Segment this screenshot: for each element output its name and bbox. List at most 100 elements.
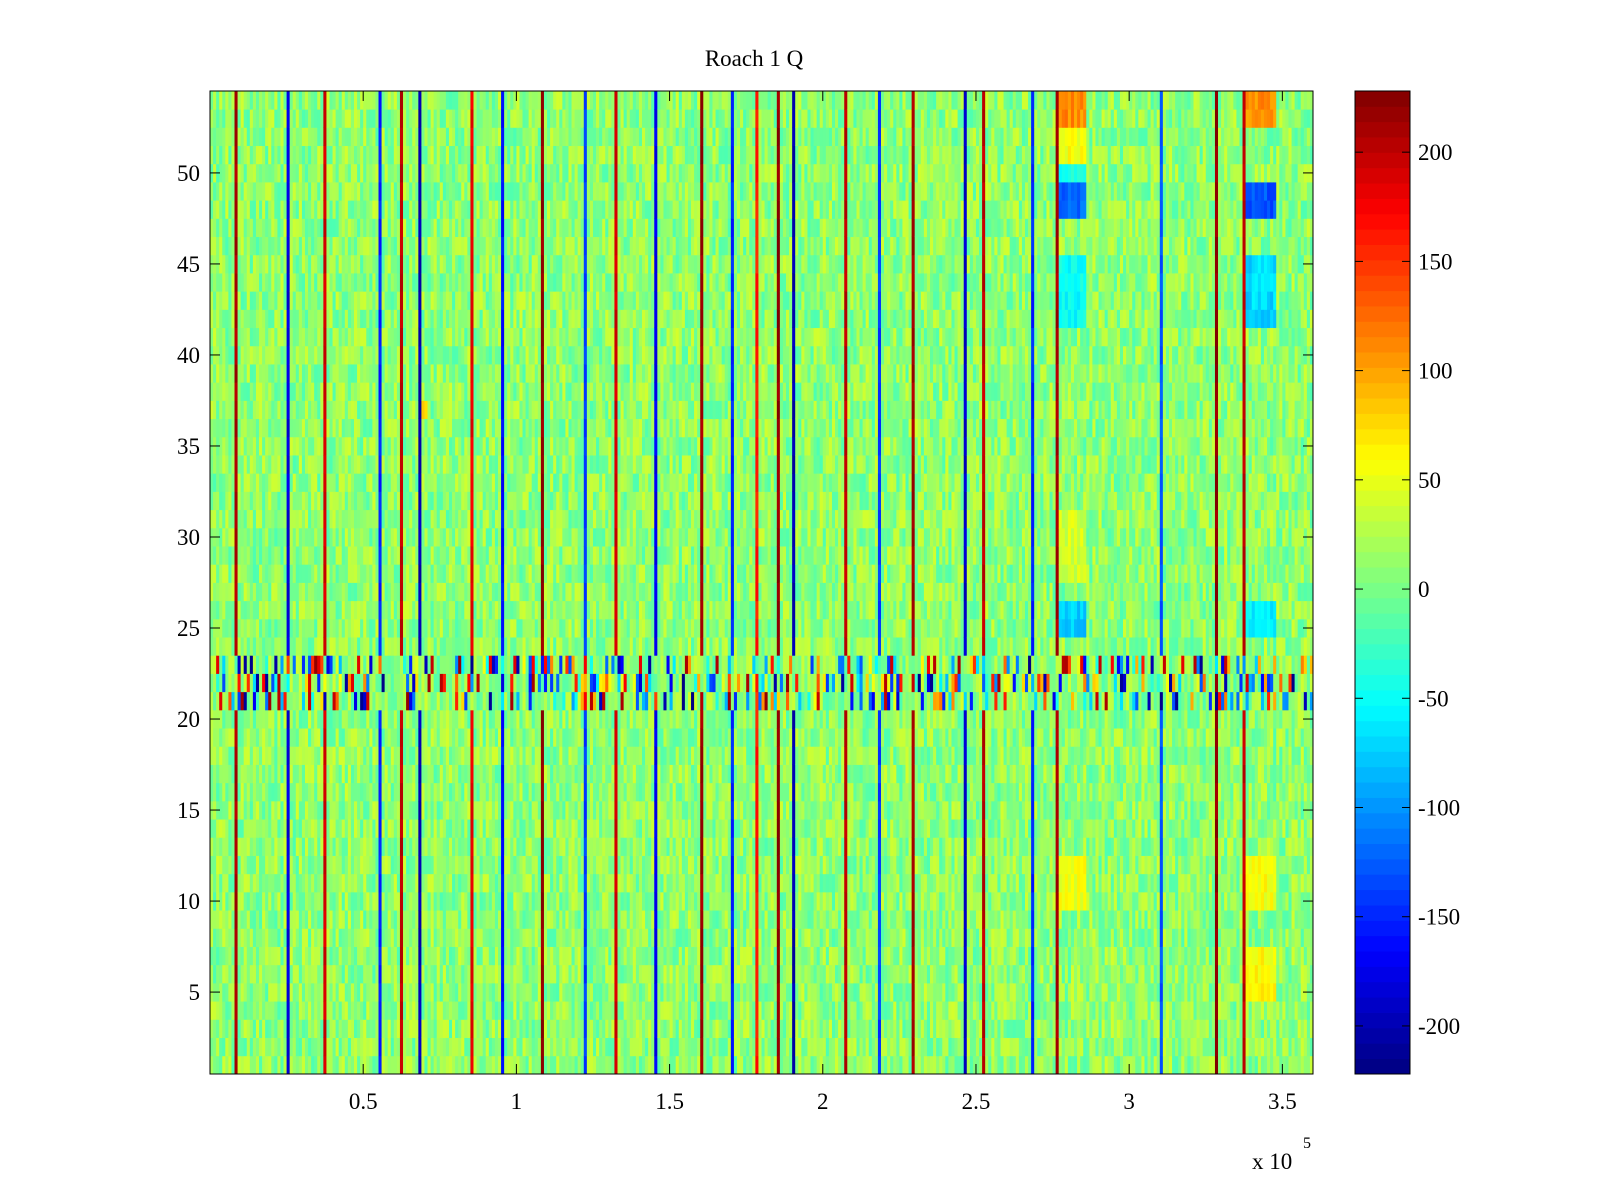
heatmap-cell — [292, 455, 297, 474]
heatmap-cell — [464, 946, 468, 966]
heatmap-cell — [366, 764, 370, 784]
heatmap-cell — [415, 163, 419, 183]
heatmap-cell — [433, 473, 438, 492]
heatmap-cell — [292, 182, 297, 201]
heatmap-cell — [240, 382, 245, 401]
heatmap-cell — [326, 691, 330, 711]
heatmap-cell — [369, 637, 373, 656]
heatmap-cell — [375, 782, 379, 802]
heatmap-cell — [467, 837, 471, 856]
heatmap-cell — [393, 1055, 398, 1075]
heatmap-cell — [326, 91, 330, 110]
heatmap-cell — [464, 382, 468, 401]
heatmap-cell — [274, 1019, 278, 1038]
heatmap-cell — [234, 527, 238, 547]
heatmap-cell — [249, 455, 254, 474]
heatmap-cell — [464, 837, 468, 856]
heatmap-cell — [381, 891, 386, 911]
heatmap-cell — [292, 837, 297, 856]
heatmap-cell — [390, 910, 395, 929]
heatmap-cell — [387, 582, 392, 602]
heatmap-cell — [384, 1037, 389, 1057]
heatmap-cell — [329, 364, 333, 383]
heatmap-cell — [366, 891, 370, 911]
heatmap-cell — [436, 109, 441, 128]
heatmap-cell — [445, 746, 450, 765]
heatmap-cell — [387, 291, 392, 310]
heatmap-cell — [369, 436, 373, 456]
heatmap-cell — [384, 873, 389, 893]
heatmap-cell — [458, 182, 462, 201]
heatmap-cell — [286, 964, 291, 984]
heatmap-cell — [222, 673, 226, 693]
heatmap-cell — [237, 637, 242, 656]
heatmap-cell — [461, 1001, 465, 1020]
heatmap-cell — [470, 891, 474, 911]
heatmap-cell — [445, 491, 450, 511]
heatmap-cell — [412, 873, 416, 893]
heatmap-cell — [464, 400, 468, 420]
heatmap-cell — [271, 855, 275, 875]
heatmap-cell — [271, 491, 275, 511]
heatmap-cell — [268, 618, 272, 638]
heatmap-cell — [452, 582, 456, 602]
heatmap-cell — [363, 418, 367, 438]
heatmap-cell — [332, 891, 337, 911]
heatmap-cell — [301, 982, 306, 1002]
heatmap-cell — [283, 564, 287, 583]
heatmap-cell — [461, 218, 465, 238]
heatmap-cell — [326, 982, 330, 1002]
heatmap-cell — [314, 1019, 318, 1038]
heatmap-cell — [403, 527, 407, 547]
heatmap-cell — [433, 91, 438, 110]
heatmap-cell — [216, 473, 220, 492]
heatmap-cell — [390, 236, 395, 256]
heatmap-cell — [219, 163, 223, 183]
heatmap-cell — [332, 473, 337, 492]
heatmap-cell — [473, 600, 477, 620]
heatmap-cell — [409, 910, 413, 929]
heatmap-cell — [461, 782, 465, 802]
heatmap-cell — [225, 873, 229, 893]
heatmap-cell — [461, 709, 465, 729]
heatmap-cell — [485, 782, 490, 802]
heatmap-cell — [384, 182, 389, 201]
heatmap-cell — [403, 946, 407, 966]
heatmap-cell — [427, 418, 431, 438]
heatmap-cell — [390, 1001, 395, 1020]
heatmap-cell — [491, 891, 496, 911]
heatmap-cell — [448, 218, 453, 238]
heatmap-cell — [286, 837, 291, 856]
heatmap-cell — [249, 109, 254, 128]
heatmap-cell — [470, 127, 474, 147]
heatmap-cell — [314, 582, 318, 602]
heatmap-cell — [488, 891, 493, 911]
heatmap-cell — [222, 946, 226, 966]
heatmap-cell — [406, 873, 410, 893]
heatmap-cell — [448, 491, 453, 511]
heatmap-cell — [314, 910, 318, 929]
heatmap-cell — [280, 746, 284, 765]
heatmap-cell — [295, 673, 300, 693]
heatmap-cell — [393, 473, 398, 492]
heatmap-cell — [384, 855, 389, 875]
heatmap-cell — [243, 673, 248, 693]
heatmap-cell — [259, 91, 263, 110]
heatmap-cell — [488, 837, 493, 856]
heatmap-cell — [473, 964, 477, 984]
heatmap-cell — [455, 145, 459, 165]
heatmap-cell — [308, 145, 312, 165]
heatmap-cell — [326, 1055, 330, 1075]
heatmap-cell — [470, 327, 474, 347]
heatmap-cell — [249, 1019, 254, 1038]
heatmap-cell — [375, 163, 379, 183]
heatmap-cell — [335, 309, 340, 329]
heatmap-cell — [399, 746, 404, 765]
heatmap-cell — [399, 709, 404, 729]
heatmap-cell — [255, 819, 260, 838]
heatmap-cell — [458, 746, 462, 765]
heatmap-cell — [430, 1037, 435, 1057]
heatmap-cell — [372, 1055, 376, 1075]
heatmap-cell — [259, 582, 263, 602]
